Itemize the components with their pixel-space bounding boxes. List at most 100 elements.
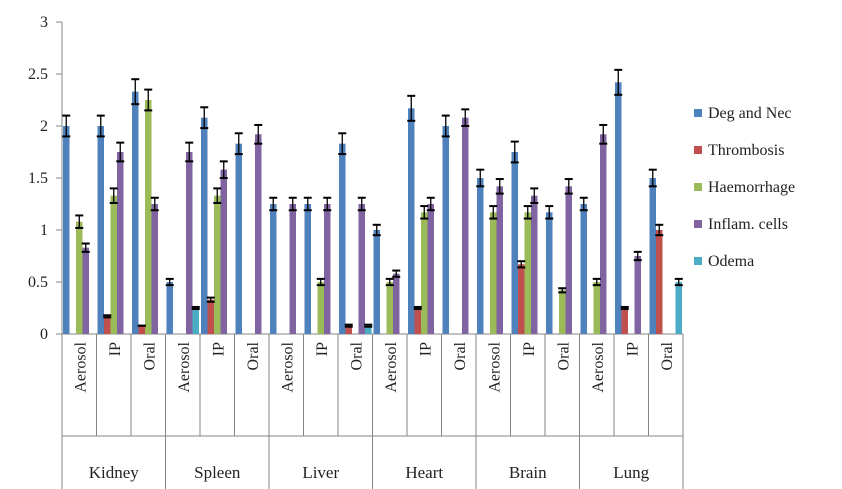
bar <box>676 282 683 334</box>
x-group-label: Liver <box>302 463 339 482</box>
bar <box>415 308 422 334</box>
x-category-label: IP <box>521 342 538 356</box>
bar <box>581 204 588 334</box>
legend-swatch <box>694 109 702 117</box>
bar <box>635 256 642 334</box>
x-category-label: Oral <box>141 341 158 370</box>
bar <box>117 152 124 334</box>
x-category-label: Aerosol <box>176 341 193 392</box>
bar <box>305 204 312 334</box>
chart-labels: 0 0.5 1 1.5 2 2.5 3 Aerosol IP Oral Kidney Aerosol I… <box>28 14 676 482</box>
x-group-label: Lung <box>613 463 649 482</box>
x-category-label: IP <box>624 342 641 356</box>
bar <box>656 230 663 334</box>
bar <box>167 282 174 334</box>
x-category-label: Oral <box>555 341 572 370</box>
bar <box>443 126 450 334</box>
bar <box>290 204 297 334</box>
x-group-label: Spleen <box>194 463 241 482</box>
x-category-label: Oral <box>245 341 262 370</box>
bar <box>76 222 83 334</box>
x-category-label: Oral <box>452 341 469 370</box>
bar <box>393 274 400 334</box>
x-category-label: Aerosol <box>383 341 400 392</box>
chart-legend: Deg and Nec Thrombosis Haemorrhage Inflam. … <box>694 105 795 270</box>
legend-swatch <box>694 183 702 191</box>
x-category-label: Aerosol <box>72 341 89 392</box>
y-tick-label: 2.5 <box>28 66 48 83</box>
bar <box>374 230 381 334</box>
bar <box>359 204 366 334</box>
bar <box>600 134 607 334</box>
bar <box>462 118 469 334</box>
bar <box>387 282 394 334</box>
y-tick-label: 1.5 <box>28 170 48 187</box>
bar <box>318 282 325 334</box>
y-tick-label: 0.5 <box>28 274 48 291</box>
legend-label: Haemorrhage <box>708 179 795 196</box>
bar <box>408 108 415 334</box>
x-group-label: Heart <box>405 463 443 482</box>
bar <box>421 212 428 334</box>
bar <box>428 204 435 334</box>
y-tick-label: 0 <box>40 326 48 343</box>
bar <box>236 144 243 334</box>
legend-label: Odema <box>708 253 754 270</box>
bar <box>270 204 277 334</box>
y-tick-label: 1 <box>40 222 48 239</box>
x-category-label: Aerosol <box>279 341 296 392</box>
bar <box>83 248 90 334</box>
x-group-label: Kidney <box>89 463 140 482</box>
bar <box>531 196 538 334</box>
bar <box>566 186 573 334</box>
legend-swatch <box>694 220 702 228</box>
bar <box>546 212 553 334</box>
bar <box>594 282 601 334</box>
y-tick-label: 3 <box>40 14 48 31</box>
legend-swatch <box>694 257 702 265</box>
bar <box>214 196 221 334</box>
bar <box>98 126 105 334</box>
legend-label: Deg and Nec <box>708 105 792 122</box>
bar <box>255 134 262 334</box>
bar <box>518 264 525 334</box>
bar <box>152 204 159 334</box>
bar <box>490 212 497 334</box>
bar <box>324 204 331 334</box>
bar <box>104 316 111 334</box>
bar <box>208 300 215 334</box>
legend-label: Thrombosis <box>708 142 784 159</box>
bar <box>615 82 622 334</box>
bar <box>525 212 532 334</box>
x-category-label: IP <box>107 342 124 356</box>
bar <box>111 196 118 334</box>
legend-swatch <box>694 146 702 154</box>
bar <box>477 178 484 334</box>
x-category-label: IP <box>210 342 227 356</box>
x-category-label: IP <box>417 342 434 356</box>
bar <box>145 100 152 334</box>
bar <box>221 170 228 334</box>
bar <box>622 308 629 334</box>
bar <box>201 118 208 334</box>
bar <box>186 152 193 334</box>
legend-label: Inflam. cells <box>708 216 788 233</box>
y-tick-label: 2 <box>40 118 48 135</box>
x-category-label: Aerosol <box>590 341 607 392</box>
x-category-label: Aerosol <box>486 341 503 392</box>
bar <box>193 308 200 334</box>
x-group-label: Brain <box>509 463 547 482</box>
x-category-label: IP <box>314 342 331 356</box>
bar <box>139 326 146 334</box>
bar <box>63 126 70 334</box>
bar <box>339 144 346 334</box>
bar <box>497 186 504 334</box>
bar <box>559 290 566 334</box>
x-category-label: Oral <box>348 341 365 370</box>
bar <box>132 92 139 334</box>
bar <box>512 152 519 334</box>
bar <box>650 178 657 334</box>
chart-bars <box>63 82 682 334</box>
x-category-label: Oral <box>659 341 676 370</box>
